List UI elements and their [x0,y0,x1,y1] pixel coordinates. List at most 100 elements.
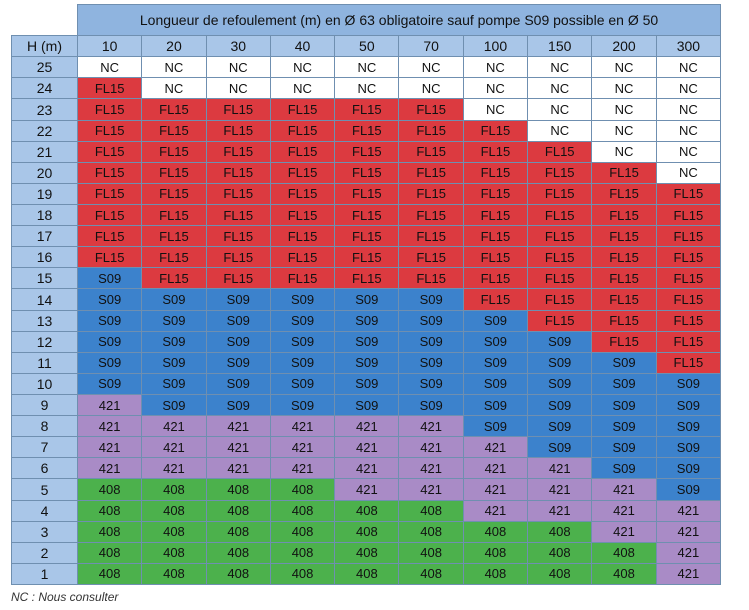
table-row: 20 FL15 FL15 FL15 FL15 FL15 FL15 FL15 FL15 FL15 NC [11,161,722,184]
table-cell: FL15 [76,98,143,121]
table-cell: FL15 [527,140,593,163]
table-cell: FL15 [141,182,207,206]
table-cell: FL15 [398,267,464,290]
table-cell: 421 [269,436,336,459]
table-cell: FL15 [655,288,722,311]
table-cell: 421 [527,499,593,522]
table-cell: 408 [591,562,657,586]
row-height-label: 9 [11,394,78,417]
table-cell: FL15 [527,288,593,311]
table-cell: FL15 [334,204,400,227]
table-cell: FL15 [205,161,271,184]
table-cell: 408 [76,499,143,522]
table-cell: S09 [205,309,271,332]
table-row: 23 FL15 FL15 FL15 FL15 FL15 FL15 NC NC NC NC [11,98,722,121]
table-cell: NC [591,77,657,100]
column-header: 70 [398,35,464,58]
table-cell: 408 [141,520,207,543]
table-cell: S09 [398,394,464,417]
table-cell: FL15 [269,161,336,184]
table-cell: 421 [334,457,400,480]
table-cell: S09 [205,351,271,374]
table-cell: 408 [141,478,207,501]
table-cell: FL15 [398,225,464,248]
table-cell: S09 [591,394,657,417]
table-row: 24 FL15 NC NC NC NC NC NC NC NC NC [11,77,722,100]
table-cell: 421 [591,520,657,543]
table-row: 7 421 421 421 421 421 421 421 S09 S09 S09 [11,436,722,459]
table-cell: FL15 [462,267,529,290]
table-cell: FL15 [655,182,722,206]
table-cell: 408 [462,562,529,586]
table-cell: S09 [334,288,400,311]
table-cell: 421 [655,520,722,543]
table-cell: S09 [76,351,143,374]
table-row: 16 FL15 FL15 FL15 FL15 FL15 FL15 FL15 FL15 FL15 FL… [11,246,722,269]
table-cell: FL15 [462,140,529,163]
table-cell: 408 [462,520,529,543]
row-height-label: 16 [11,246,78,269]
table-cell: S09 [205,394,271,417]
table-cell: S09 [334,330,400,353]
table-cell: FL15 [462,204,529,227]
table-row: 10 S09 S09 S09 S09 S09 S09 S09 S09 S09 S09 [11,372,722,396]
table-cell: 408 [205,478,271,501]
table-cell: S09 [141,309,207,332]
column-header: 10 [76,35,143,58]
table-row: 5 408 408 408 408 421 421 421 421 421 S09 [11,478,722,501]
table-cell: S09 [141,351,207,374]
row-height-label: 18 [11,204,78,227]
table-cell: 421 [398,436,464,459]
table-cell: 408 [269,541,336,564]
table-cell: FL15 [655,204,722,227]
table-cell: NC [398,56,464,79]
row-height-label: 23 [11,98,78,121]
table-cell: FL15 [527,182,593,206]
table-cell: 421 [462,436,529,459]
table-row: 8 421 421 421 421 421 421 S09 S09 S09 S09 [11,415,722,438]
table-cell: FL15 [205,225,271,248]
table-cell: FL15 [591,161,657,184]
table-cell: 421 [334,478,400,501]
table-cell: FL15 [655,330,722,353]
table-cell: NC [462,77,529,100]
table-cell: NC [591,140,657,163]
row-height-label: 22 [11,119,78,142]
table-cell: FL15 [334,161,400,184]
table-cell: S09 [269,288,336,311]
table-cell: S09 [141,372,207,396]
table-cell: S09 [269,351,336,374]
table-cell: 408 [527,541,593,564]
table-cell: NC [527,119,593,142]
table-cell: NC [462,56,529,79]
row-height-label: 19 [11,182,78,206]
row-height-label: 15 [11,267,78,290]
table-cell: FL15 [462,161,529,184]
table-cell: FL15 [269,246,336,269]
table-cell: FL15 [462,182,529,206]
table-cell: FL15 [205,204,271,227]
table-cell: 421 [141,457,207,480]
table-cell: 421 [591,478,657,501]
table-cell: NC [527,98,593,121]
table-cell: FL15 [269,140,336,163]
table-cell: S09 [527,415,593,438]
table-cell: FL15 [334,119,400,142]
table-cell: S09 [141,288,207,311]
table-cell: NC [591,56,657,79]
table-cell: FL15 [398,140,464,163]
table-cell: 408 [334,541,400,564]
table-cell: FL15 [76,182,143,206]
table-cell: S09 [269,330,336,353]
table-row: 3 408 408 408 408 408 408 408 408 421 421 [11,520,722,543]
table-cell: S09 [591,436,657,459]
table-cell: S09 [334,394,400,417]
table-cell: S09 [591,415,657,438]
table-row: 2 408 408 408 408 408 408 408 408 408 421 [11,541,722,564]
table-cell: S09 [398,372,464,396]
table-cell: 421 [269,415,336,438]
table-row: 1 408 408 408 408 408 408 408 408 408 421 [11,562,722,586]
column-header: 100 [462,35,529,58]
table-cell: 408 [269,520,336,543]
row-height-label: 1 [11,562,78,586]
